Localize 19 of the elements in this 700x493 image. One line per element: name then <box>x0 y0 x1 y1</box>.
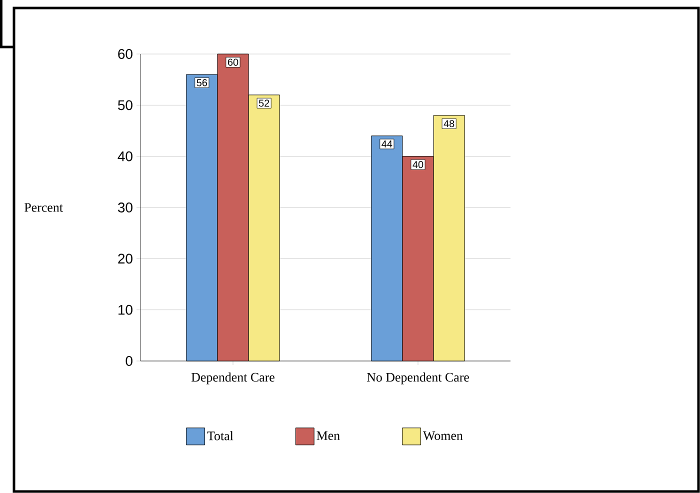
legend-label: Total <box>207 431 234 440</box>
data-label: 52 <box>258 100 270 107</box>
x-tick-label: No Dependent Care <box>366 372 469 384</box>
data-label: 60 <box>228 58 238 66</box>
y-tick-label: 30 <box>118 202 132 212</box>
y-tick-label: 10 <box>118 304 132 315</box>
data-label: 40 <box>412 161 424 168</box>
data-label: 48 <box>444 120 454 128</box>
data-label: 56 <box>196 79 208 86</box>
y-axis-title: Percent <box>24 203 63 212</box>
y-tick-label: 50 <box>118 100 132 110</box>
x-tick-label: Dependent Care <box>191 372 274 384</box>
data-label: 44 <box>382 140 392 148</box>
y-tick-label: 60 <box>118 49 132 59</box>
y-tick-label: 40 <box>118 151 132 162</box>
y-tick-label: 20 <box>118 254 132 264</box>
y-tick-label: 0 <box>126 356 132 366</box>
legend-label: Men <box>316 431 340 440</box>
legend-label: Women <box>422 431 463 440</box>
